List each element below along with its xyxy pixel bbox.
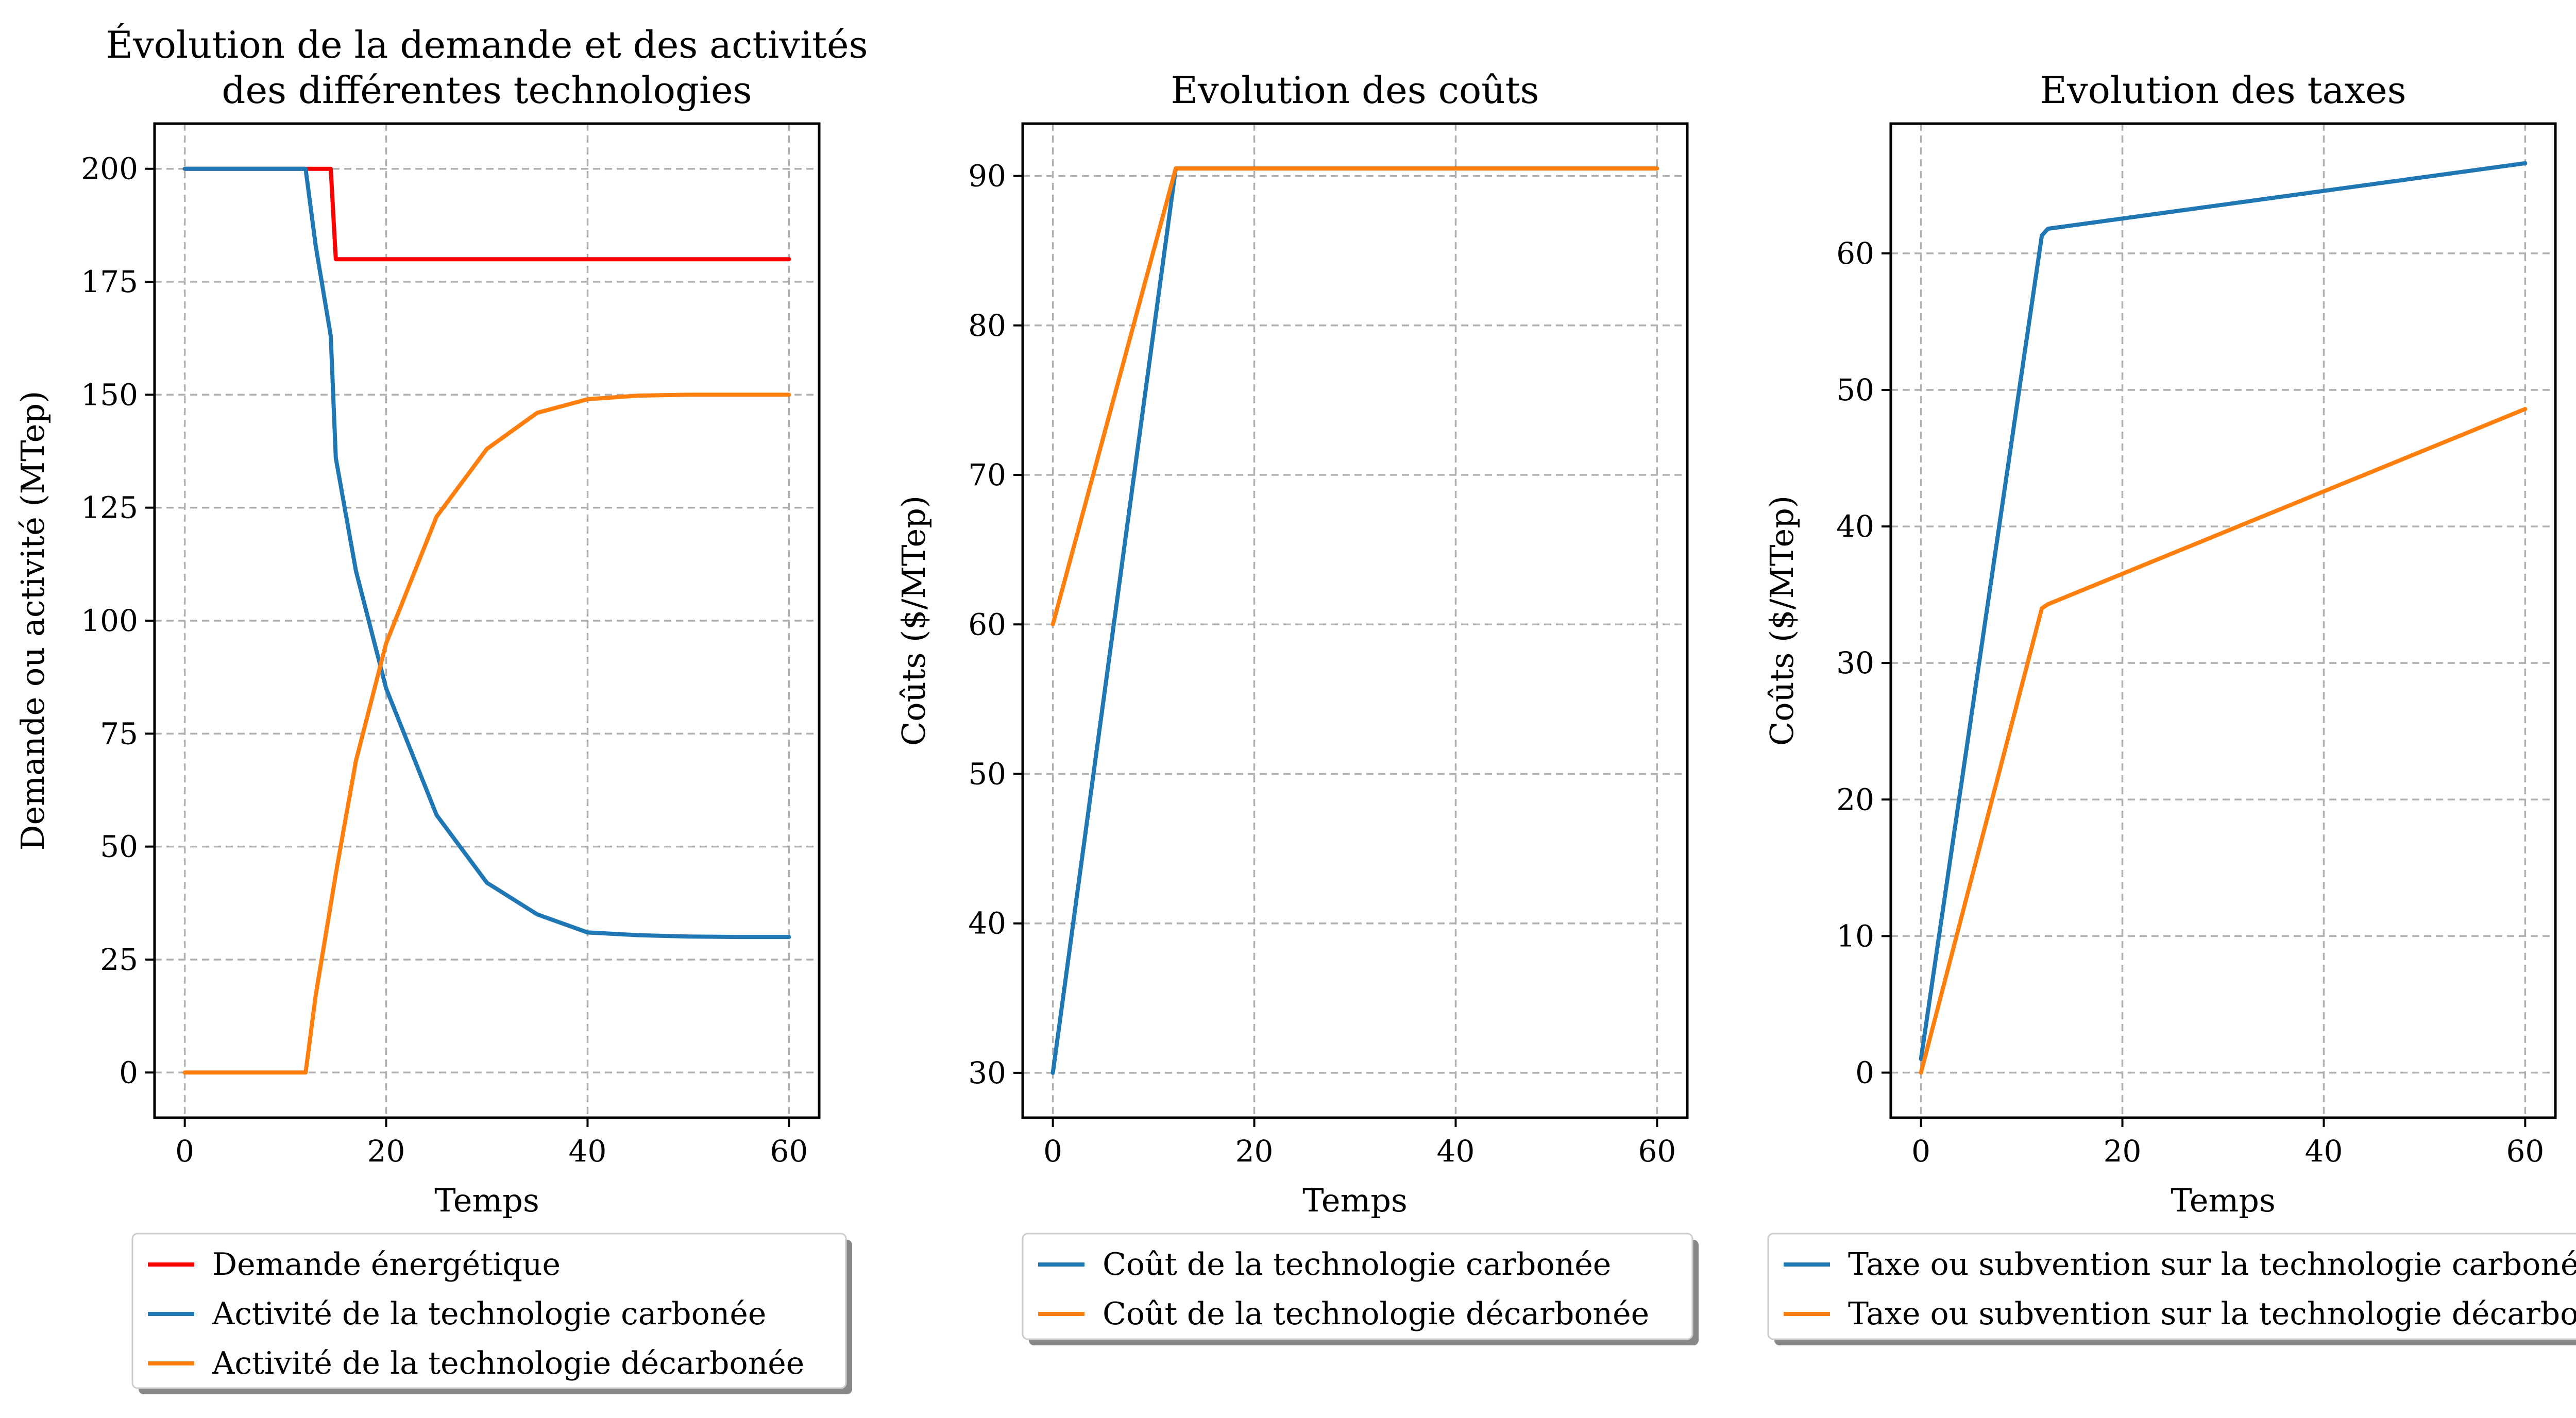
series-line-1 [182,166,791,939]
legend: Taxe ou subvention sur la technologie ca… [1767,1233,2576,1345]
y-tick-label: 40 [968,906,1006,941]
y-tick-label: 125 [81,490,138,525]
series-line-1 [1050,166,1659,627]
y-tick-label: 40 [1836,509,1874,544]
chart-title-line: Evolution des coûts [1171,69,1539,112]
x-tick-label: 0 [1043,1134,1062,1169]
y-tick-label: 175 [81,264,138,299]
legend-entry-2: Activité de la technologie décarbonée [212,1345,804,1381]
y-tick-label: 60 [1836,236,1874,271]
x-tick-label: 20 [2104,1134,2142,1169]
x-tick-label: 40 [569,1134,607,1169]
x-tick-label: 60 [2506,1134,2544,1169]
y-axis-ticks: 0 10 20 30 40 50 60 [1836,236,1891,1090]
y-tick-label: 80 [968,308,1006,343]
x-axis-ticks: 0 20 40 60 [1043,1118,1676,1169]
x-axis-label: Temps [434,1182,539,1219]
y-tick-label: 90 [968,159,1006,194]
series-line-0 [1919,161,2528,1061]
legend-entry-1: Taxe ou subvention sur la technologie dé… [1848,1296,2576,1332]
x-tick-label: 60 [1638,1134,1676,1169]
x-tick-label: 40 [1437,1134,1475,1169]
y-tick-label: 0 [1855,1055,1874,1090]
y-tick-label: 25 [100,942,138,977]
y-tick-label: 60 [968,607,1006,642]
legend-box [1022,1233,1693,1340]
chart-title-line: des différentes technologies [222,69,752,112]
y-tick-label: 75 [100,716,138,751]
x-tick-label: 0 [1911,1134,1930,1169]
series-group [1050,166,1659,1075]
legend-box [131,1233,847,1389]
x-tick-label: 60 [770,1134,808,1169]
y-tick-label: 100 [81,603,138,638]
legend-entry-1: Activité de la technologie carbonée [212,1296,766,1332]
grid [155,124,819,1118]
x-axis-label: Temps [1302,1182,1408,1219]
series-group [182,166,791,1075]
y-tick-label: 0 [119,1055,138,1090]
plot-frame [1889,122,2557,1119]
chart-title-line: Évolution de la demande et des activités [106,23,868,66]
legend-entry-0: Demande énergétique [212,1246,561,1283]
chart-title: Évolution de la demande et des activités… [106,23,868,112]
panel-demand-activity: Évolution de la demande et des activités… [14,23,868,1394]
y-axis-label: Demande ou activité (MTep) [14,391,52,851]
x-tick-label: 20 [1235,1134,1274,1169]
y-tick-label: 30 [1836,645,1874,680]
grid [1891,124,2555,1118]
series-line-2 [182,392,791,1075]
y-axis-ticks: 0 25 50 75 100 125 150 175 200 [81,151,155,1090]
y-tick-label: 200 [81,151,138,186]
panel-costs: Evolution des coûts 0 20 40 60 30 40 50 60 70 80… [895,69,1699,1345]
y-tick-label: 20 [1836,782,1874,817]
chart-title: Evolution des coûts [1171,69,1539,112]
x-axis-ticks: 0 20 40 60 [175,1118,808,1169]
legend-entry-0: Coût de la technologie carbonée [1103,1246,1611,1283]
y-tick-label: 10 [1836,918,1874,953]
y-tick-label: 70 [968,457,1006,492]
legend-box [1767,1233,2576,1340]
y-tick-label: 50 [1836,372,1874,407]
x-axis-ticks: 0 20 40 60 [1911,1118,2544,1169]
y-tick-label: 150 [81,377,138,412]
chart-title: Evolution des taxes [2040,69,2406,112]
chart-title-line: Evolution des taxes [2040,69,2406,112]
y-tick-label: 50 [100,829,138,864]
legend: Coût de la technologie carbonée Coût de l… [1022,1233,1699,1345]
plot-frame [1021,122,1689,1119]
panel-taxes: Evolution des taxes 0 20 40 60 0 10 20 30 40 50 6… [1763,69,2576,1345]
legend: Demande énergétique Activité de la techno… [131,1233,852,1394]
y-axis-ticks: 30 40 50 60 70 80 90 [968,159,1023,1090]
legend-entry-1: Coût de la technologie décarbonée [1103,1296,1649,1332]
series-line-1 [1919,407,2528,1075]
x-axis-label: Temps [2171,1182,2276,1219]
x-tick-label: 20 [367,1134,405,1169]
x-tick-label: 40 [2305,1134,2343,1169]
x-tick-label: 0 [175,1134,194,1169]
series-group [1919,161,2528,1075]
y-axis-label: Coûts ($/MTep) [895,496,933,746]
y-axis-label: Coûts ($/MTep) [1763,496,1801,746]
y-tick-label: 30 [968,1055,1006,1090]
legend-entry-0: Taxe ou subvention sur la technologie ca… [1848,1246,2576,1283]
y-tick-label: 50 [968,756,1006,791]
